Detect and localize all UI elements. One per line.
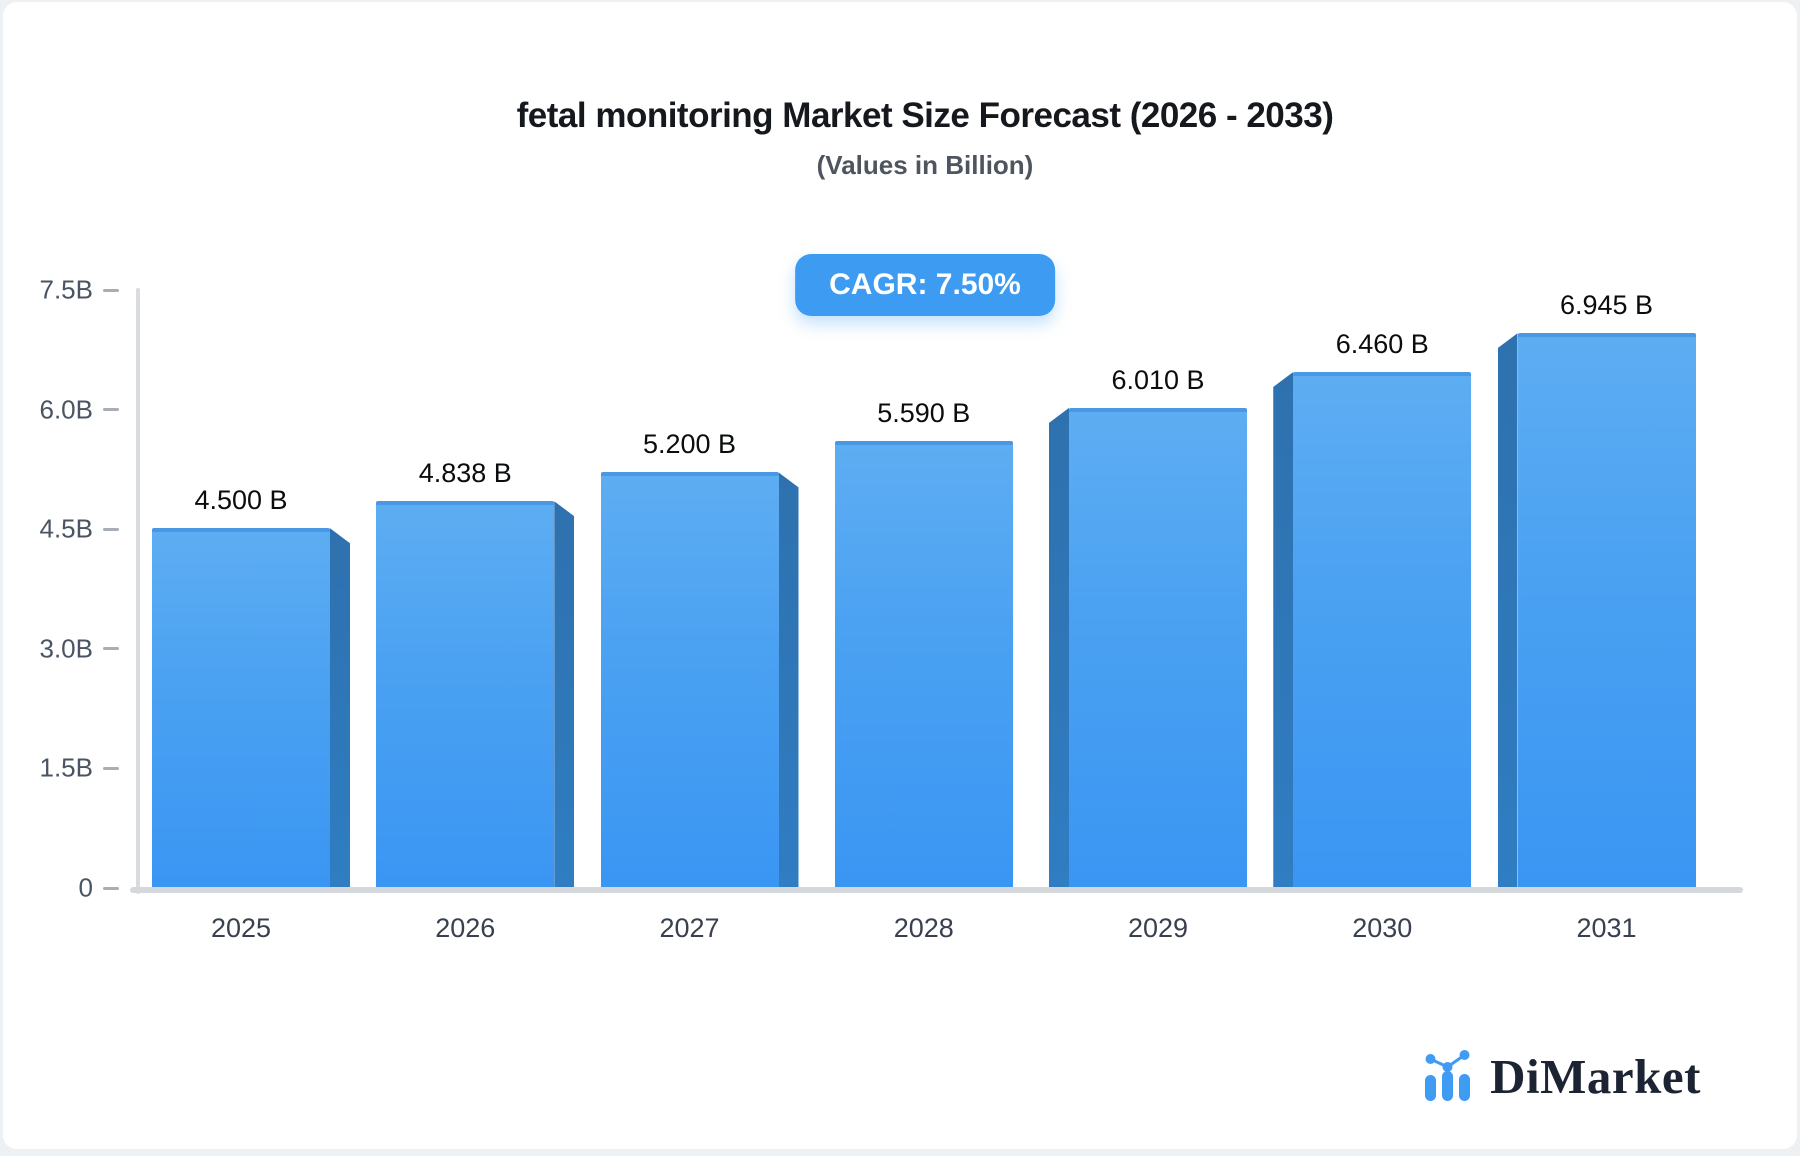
chart-subtitle: (Values in Billion) xyxy=(816,150,1034,180)
y-tick-label: 6.0B xyxy=(39,394,94,425)
y-tick-mark xyxy=(103,408,119,412)
dimarket-logo[interactable]: DiMarket xyxy=(1420,1048,1701,1105)
y-tick-label: 0 xyxy=(78,872,93,903)
bar-3d-side xyxy=(554,501,575,887)
x-category-label: 2031 xyxy=(1576,913,1637,943)
y-tick-label: 3.0B xyxy=(39,633,94,664)
bar xyxy=(1293,371,1472,887)
bar-value-label: 6.010 B xyxy=(1111,364,1205,395)
y-tick-mark xyxy=(103,288,119,292)
bar-3d-side xyxy=(1497,333,1518,887)
bar-group: 4.838 B 2026 xyxy=(363,289,587,943)
x-category-label: 2026 xyxy=(435,913,496,943)
chart-title: fetal monitoring Market Size Forecast (2… xyxy=(516,96,1334,135)
bar xyxy=(1517,333,1696,887)
logo-text: DiMarket xyxy=(1490,1049,1701,1104)
x-category-label: 2030 xyxy=(1352,913,1413,943)
x-category-label: 2029 xyxy=(1127,913,1189,943)
x-axis-baseline xyxy=(130,887,1743,893)
chart-card: fetal monitoring Market Size Forecast (2… xyxy=(3,2,1797,1149)
bar xyxy=(152,528,330,887)
bar-value-label: 6.945 B xyxy=(1559,290,1654,321)
bar-group: 4.500 B 2025 xyxy=(139,289,363,943)
mini-bar-chart-icon xyxy=(1420,1049,1476,1105)
bar-group: 6.945 B 2031 xyxy=(1485,289,1709,943)
y-tick-mark xyxy=(103,886,119,890)
y-tick-mark xyxy=(103,527,119,531)
y-tick-label: 1.5B xyxy=(39,752,94,783)
bar-3d-side xyxy=(778,472,799,887)
bar-value-label: 4.838 B xyxy=(418,458,512,489)
bar-group: 6.010 B 2029 xyxy=(1036,289,1260,943)
plot-area: 4.500 B 2025 4.838 B 2026 5.200 B 2027 5.590 B… xyxy=(130,288,1746,943)
y-tick-label: 7.5B xyxy=(39,274,94,305)
bar-value-label: 4.500 B xyxy=(194,485,288,516)
bar-value-label: 6.460 B xyxy=(1335,328,1429,359)
x-category-label: 2025 xyxy=(210,913,272,943)
bar xyxy=(376,501,555,887)
y-axis-line xyxy=(136,288,140,894)
bar-group: 5.200 B 2027 xyxy=(588,289,812,943)
bar-3d-side xyxy=(330,528,350,887)
y-axis: 7.5B 6.0B 4.5B 3.0B 1.5B 0 xyxy=(3,275,136,903)
bar xyxy=(834,441,1013,887)
bar-3d-side xyxy=(1049,407,1069,887)
bar-group: 6.460 B 2030 xyxy=(1260,289,1484,943)
x-category-label: 2028 xyxy=(893,913,954,943)
bar-value-label: 5.200 B xyxy=(642,429,737,460)
x-category-label: 2027 xyxy=(659,913,720,943)
y-tick-label: 4.5B xyxy=(39,513,94,544)
y-tick-mark xyxy=(103,766,119,770)
bar xyxy=(1069,407,1247,887)
cagr-badge: CAGR: 7.50% xyxy=(795,254,1055,316)
bar xyxy=(600,472,779,887)
bar-3d-side xyxy=(1273,371,1294,887)
bar-value-label: 5.590 B xyxy=(877,398,971,429)
bar-group: 5.590 B 2028 xyxy=(812,289,1036,943)
y-tick-mark xyxy=(103,647,119,651)
